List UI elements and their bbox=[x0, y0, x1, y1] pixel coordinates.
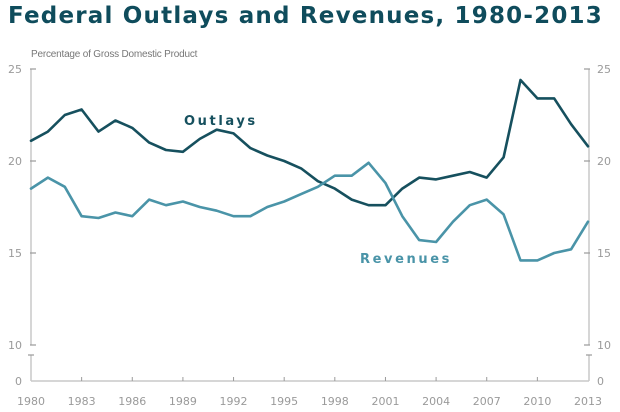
series-line-outlays bbox=[29, 78, 590, 207]
y-tick-label-left: 20 bbox=[8, 155, 22, 168]
x-tick-label: 1998 bbox=[321, 395, 349, 408]
y-tick-label-right: 15 bbox=[597, 247, 611, 260]
x-tick-label: 1989 bbox=[169, 395, 197, 408]
x-tick-label: 2010 bbox=[523, 395, 551, 408]
y-tick-label-left: 15 bbox=[8, 247, 22, 260]
x-tick-label: 1983 bbox=[68, 395, 96, 408]
x-tick-label: 2007 bbox=[473, 395, 501, 408]
x-tick-label: 1980 bbox=[17, 395, 45, 408]
x-tick-label: 1995 bbox=[270, 395, 298, 408]
series-line-revenues bbox=[29, 161, 590, 262]
y-axis-label: Percentage of Gross Domestic Product bbox=[31, 49, 198, 60]
y-tick-label-right: 25 bbox=[597, 63, 611, 76]
y-tick-label-left: 10 bbox=[8, 339, 22, 352]
series-lines bbox=[29, 78, 590, 262]
series-label-revenues: Revenues bbox=[360, 252, 452, 267]
x-tick-label: 2004 bbox=[422, 395, 450, 408]
x-tick-label: 2001 bbox=[371, 395, 399, 408]
series-label-outlays: Outlays bbox=[184, 114, 258, 129]
y-tick-label-left: 25 bbox=[8, 63, 22, 76]
y-tick-label-right: 10 bbox=[597, 339, 611, 352]
y-tick-label-right: 20 bbox=[597, 155, 611, 168]
x-tick-label: 1992 bbox=[220, 395, 248, 408]
x-tick-label: 2013 bbox=[574, 395, 602, 408]
x-tick-label: 1986 bbox=[118, 395, 146, 408]
y-tick-label-right: 0 bbox=[597, 375, 604, 388]
series-labels: Outlays Revenues bbox=[184, 114, 452, 267]
chart-title: Federal Outlays and Revenues, 1980-2013 bbox=[8, 3, 603, 29]
axes: 0 0 10 10 15 15 20 20 25 25 1980 1983 1986 1989 1992 19… bbox=[8, 63, 611, 408]
y-tick-label-left: 0 bbox=[15, 375, 22, 388]
